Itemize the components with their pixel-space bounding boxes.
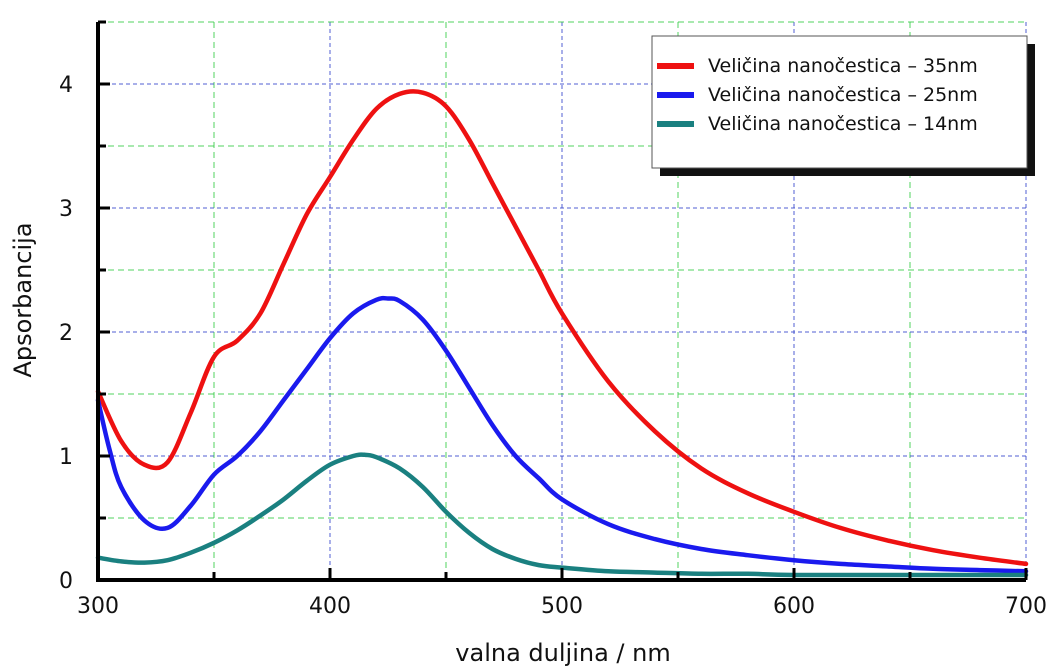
y-tick-label: 1 — [59, 445, 73, 470]
axes — [96, 20, 1028, 582]
series-layer — [95, 89, 1029, 578]
legend-label-3: Veličina nanočestica – 14nm — [708, 113, 978, 135]
x-tick-label: 300 — [77, 594, 119, 619]
legend: Veličina nanočestica – 35nm Veličina nano… — [651, 35, 1035, 176]
series-line-1 — [95, 89, 1029, 567]
legend-box — [651, 35, 1028, 169]
y-tick-label: 3 — [59, 197, 73, 222]
y-axis-title: Apsorbancija — [9, 222, 37, 377]
x-tick-label: 600 — [773, 594, 815, 619]
tick-labels: 300 400 500 600 700 0 1 2 3 4 — [59, 73, 1047, 619]
series-line-2 — [95, 295, 1029, 574]
y-tick-label: 4 — [59, 73, 73, 98]
y-tick-label: 2 — [59, 321, 73, 346]
x-tick-label: 400 — [309, 594, 351, 619]
legend-label-1: Veličina nanočestica – 35nm — [708, 55, 978, 77]
x-tick-label: 500 — [541, 594, 583, 619]
legend-label-2: Veličina nanočestica – 25nm — [708, 84, 978, 106]
x-axis-title: valna duljina / nm — [455, 639, 670, 667]
y-tick-label: 0 — [59, 569, 73, 594]
x-tick-label: 700 — [1005, 594, 1047, 619]
series-line-3 — [95, 452, 1029, 578]
